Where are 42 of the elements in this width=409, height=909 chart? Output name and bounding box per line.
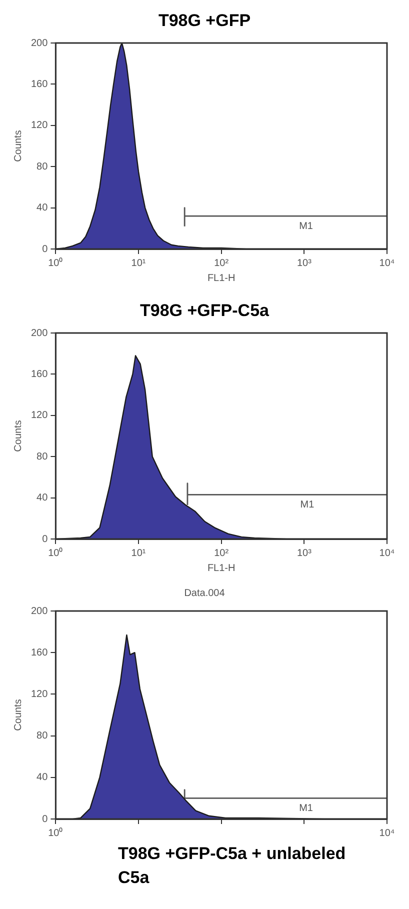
x-tick-label: 10¹ <box>131 258 146 269</box>
y-tick-label: 120 <box>30 688 48 700</box>
y-tick-label: 160 <box>30 368 48 380</box>
y-axis-title: Counts <box>12 420 24 452</box>
x-tick-label: 10⁰ <box>48 546 64 559</box>
text: T98G +GFP-C5a + unlabeled C5a <box>118 843 347 889</box>
y-tick-label: 80 <box>36 161 48 172</box>
y-tick-label: 80 <box>36 451 48 462</box>
series-label: M1 <box>300 499 315 510</box>
y-tick-label: 0 <box>42 814 48 825</box>
x-tick-label: 10⁴ <box>379 828 395 839</box>
y-tick-label: 40 <box>36 202 48 214</box>
y-tick-label: 120 <box>30 410 48 422</box>
x-axis-title: FL1-H <box>207 562 236 574</box>
x-tick-label: 10¹ <box>131 548 146 559</box>
y-tick-label: 40 <box>36 772 48 784</box>
y-tick-label: 0 <box>42 534 48 545</box>
x-tick-label: 10⁴ <box>379 548 395 559</box>
x-tick-label: 10⁰ <box>48 256 64 269</box>
x-tick-label: 10⁰ <box>48 826 64 839</box>
series-label: M1 <box>299 220 314 232</box>
y-tick-label: 160 <box>30 647 48 658</box>
y-axis-title: Counts <box>12 130 24 162</box>
chart-title: T98G +GFP-C5a <box>139 300 270 322</box>
x-tick-label: 10⁴ <box>379 258 395 269</box>
chart-title: T98G +GFP <box>157 10 252 32</box>
y-tick-label: 200 <box>30 328 48 339</box>
y-tick-label: 120 <box>30 120 48 132</box>
x-tick-label: 10³ <box>296 548 312 559</box>
y-axis-title: Counts <box>12 699 24 731</box>
chart-subtitle: Data.004 <box>183 588 226 601</box>
y-tick-label: 80 <box>36 730 48 742</box>
y-tick-label: 200 <box>30 606 48 617</box>
x-tick-label: 10² <box>214 258 230 269</box>
x-tick-label: 10² <box>214 548 230 559</box>
y-tick-label: 160 <box>30 78 48 90</box>
y-tick-label: 0 <box>42 244 48 255</box>
x-tick-label: 10³ <box>296 258 312 269</box>
x-axis-title: FL1-H <box>207 272 236 284</box>
series-label: M1 <box>299 802 314 814</box>
y-tick-label: 40 <box>36 492 48 504</box>
y-tick-label: 200 <box>30 38 48 49</box>
